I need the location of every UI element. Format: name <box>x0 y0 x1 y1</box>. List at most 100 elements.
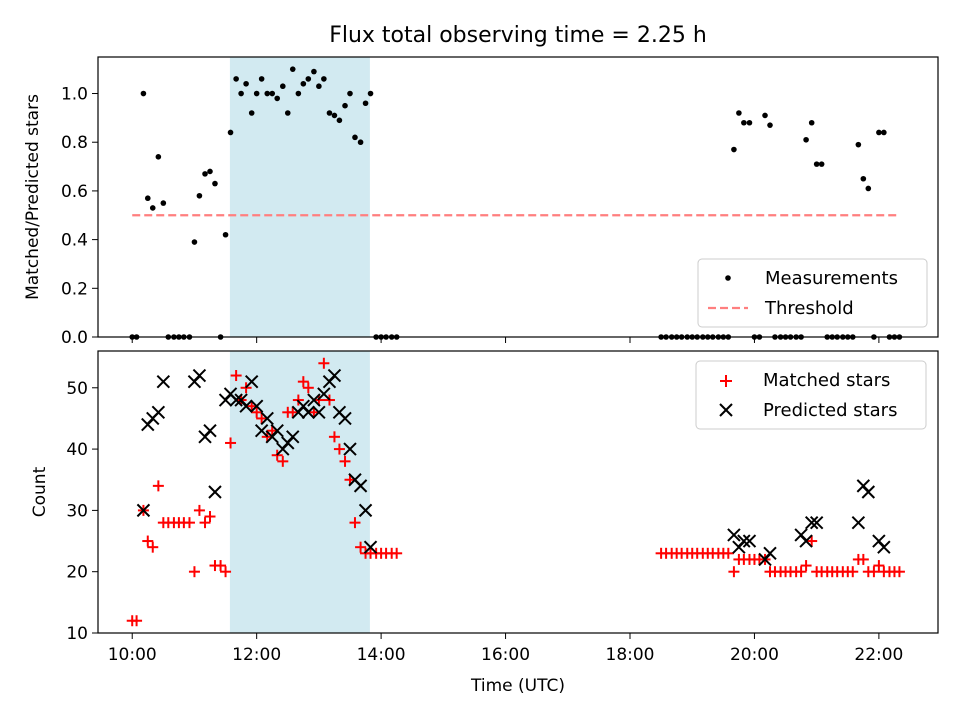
y-tick-label: 10 <box>66 624 88 644</box>
matched-star-point <box>847 566 859 578</box>
matched-star-point <box>806 535 818 547</box>
measurement-point <box>233 76 239 82</box>
x-tick-label: 14:00 <box>357 645 406 665</box>
measurement-point <box>191 239 198 245</box>
x-tick-label: 20:00 <box>730 645 779 665</box>
measurement-point <box>881 129 887 136</box>
matched-star-point <box>302 382 314 394</box>
legend-box <box>697 258 928 328</box>
measurement-point <box>300 80 307 87</box>
y-tick-label: 0.2 <box>61 279 88 299</box>
predicted-star-point <box>343 442 357 456</box>
ratio-chart: Flux total observing time = 2.25 h 0.0 0.… <box>23 23 939 348</box>
measurement-point <box>253 90 260 97</box>
measurement-point <box>352 134 358 141</box>
predicted-star-point <box>727 528 741 542</box>
y-tick-label: 20 <box>66 563 88 583</box>
predicted-star-point <box>249 399 264 413</box>
measurement-point <box>264 90 271 97</box>
y-tick-label: 0.4 <box>61 231 88 251</box>
y-tick-label: 0.6 <box>61 182 88 202</box>
measurement-point <box>149 205 156 211</box>
matched-star-point <box>215 560 227 572</box>
y-tick-label: 0.8 <box>61 133 88 153</box>
predicted-star-point <box>353 479 368 493</box>
legend: Matched stars Predicted stars <box>695 360 927 430</box>
measurement-point <box>160 200 167 206</box>
measurement-point <box>326 110 333 116</box>
matched-star-point <box>251 406 263 418</box>
measurement-point <box>222 231 229 238</box>
legend-marker-predicted <box>719 403 733 417</box>
measurement-point <box>331 112 338 119</box>
measurement-point <box>347 90 353 97</box>
matched-star-point <box>355 541 367 553</box>
legend: Measurements Threshold <box>697 258 928 328</box>
predicted-star-point <box>358 503 373 518</box>
measurement-point <box>321 76 327 82</box>
measurement-point <box>860 175 867 182</box>
matched-star-point <box>188 566 200 578</box>
predicted-star-point <box>327 368 342 383</box>
shaded-span <box>229 57 370 337</box>
matched-star-point <box>297 376 309 388</box>
measurement-point <box>731 146 737 153</box>
measurement-point <box>280 83 286 90</box>
predicted-star-point <box>851 515 866 530</box>
predicted-star-point <box>151 405 166 420</box>
legend-label-predicted: Predicted stars <box>763 400 897 421</box>
y-tick-label: 1.0 <box>61 85 88 105</box>
y-tick-label: 50 <box>66 379 88 399</box>
predicted-star-point <box>799 534 813 548</box>
predicted-star-point <box>338 411 352 426</box>
y-tick-label: 0.0 <box>61 328 88 348</box>
measurement-point <box>762 112 768 119</box>
matched-star-point <box>230 370 242 382</box>
matched-star-point <box>800 560 812 572</box>
measurement-point <box>736 110 742 116</box>
predicted-star-point <box>239 399 253 413</box>
matched-star-point <box>256 412 268 424</box>
predicted-star-point <box>804 515 819 530</box>
measurement-point <box>818 161 825 167</box>
matched-star-point <box>795 566 807 578</box>
measurement-point <box>248 110 255 116</box>
x-axis-label: Time (UTC) <box>470 676 565 696</box>
matched-star-point <box>893 566 905 578</box>
y-axis-label: Matched/Predicted stars <box>23 94 43 300</box>
matched-star-point <box>204 511 216 523</box>
x-tick-label: 22:00 <box>854 645 903 665</box>
predicted-star-point <box>763 546 777 561</box>
plot-frame <box>97 350 939 634</box>
predicted-star-point <box>260 411 274 426</box>
legend-box <box>695 360 927 430</box>
predicted-star-point <box>156 374 171 389</box>
x-tick-label: 10:00 <box>108 645 157 665</box>
matched-star-point <box>318 357 330 369</box>
measurement-point <box>876 129 882 136</box>
matched-star-point <box>328 431 340 443</box>
predicted-star-point <box>229 393 243 407</box>
matched-star-point <box>183 517 195 529</box>
measurement-point <box>202 171 208 177</box>
x-tick-label: 12:00 <box>232 645 281 665</box>
predicted-star-point <box>301 405 316 420</box>
predicted-star-point <box>192 368 207 383</box>
measurement-point <box>212 180 218 187</box>
chart-title: Flux total observing time = 2.25 h <box>329 23 707 48</box>
measurement-point <box>813 161 820 167</box>
matched-star-point <box>225 437 237 449</box>
measurement-point <box>269 90 276 97</box>
matched-star-point <box>147 541 159 553</box>
measurement-point <box>207 168 213 175</box>
matched-star-point <box>349 517 361 529</box>
predicted-star-point <box>312 405 326 420</box>
plot-frame <box>97 56 939 338</box>
matched-star-point <box>868 566 880 578</box>
matched-star-point <box>199 517 211 529</box>
measurement-point <box>238 90 244 97</box>
predicted-star-point <box>742 534 757 548</box>
predicted-star-point <box>877 540 891 554</box>
measurement-point <box>144 195 151 202</box>
matched-star-point <box>857 553 869 565</box>
